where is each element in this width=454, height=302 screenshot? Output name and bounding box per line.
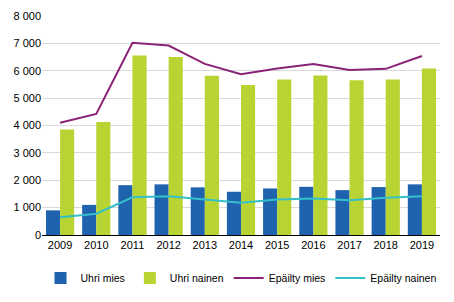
svg-text:2019: 2019: [410, 239, 434, 251]
svg-text:1 000: 1 000: [13, 201, 41, 213]
svg-text:2 000: 2 000: [13, 174, 41, 186]
svg-text:4 000: 4 000: [13, 119, 41, 131]
svg-text:2017: 2017: [337, 239, 361, 251]
svg-text:5 000: 5 000: [13, 92, 41, 104]
svg-text:2013: 2013: [193, 239, 217, 251]
svg-text:2010: 2010: [84, 239, 108, 251]
svg-text:Uhri nainen: Uhri nainen: [170, 272, 224, 284]
svg-text:2014: 2014: [229, 239, 253, 251]
svg-text:2012: 2012: [156, 239, 180, 251]
svg-text:2011: 2011: [121, 239, 145, 251]
svg-text:Uhri mies: Uhri mies: [81, 272, 125, 284]
svg-text:2016: 2016: [301, 239, 325, 251]
svg-text:7 000: 7 000: [13, 37, 41, 49]
svg-text:2018: 2018: [373, 239, 397, 251]
svg-text:Epäilty mies: Epäilty mies: [269, 272, 326, 284]
svg-text:0: 0: [35, 229, 41, 241]
svg-text:8 000: 8 000: [13, 10, 41, 22]
svg-text:3 000: 3 000: [13, 147, 41, 159]
svg-text:2009: 2009: [48, 239, 72, 251]
svg-text:2015: 2015: [265, 239, 289, 251]
svg-text:Epäilty nainen: Epäilty nainen: [370, 272, 436, 284]
svg-text:6 000: 6 000: [13, 65, 41, 77]
